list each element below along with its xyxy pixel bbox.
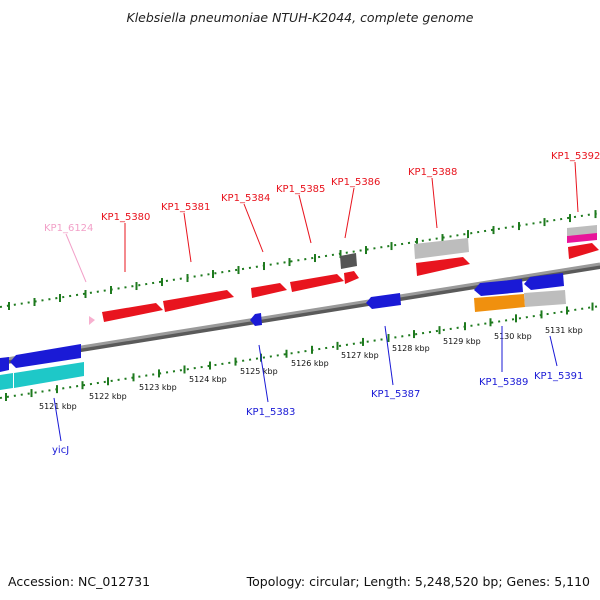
gene-arrow-kp1-5384[interactable] [251, 283, 287, 298]
tick-label: 5128 kbp [392, 344, 430, 353]
gene-label-kp1-5381[interactable]: KP1_5381 [161, 202, 210, 213]
gene-box-orange-5389[interactable] [474, 294, 525, 312]
gene-arrow-kp1-5391[interactable] [524, 273, 564, 290]
leader-kp1-6124 [65, 233, 87, 283]
tick-label: 5129 kbp [443, 337, 481, 346]
tick-labels: 5121 kbp 5122 kbp 5123 kbp 5124 kbp 5125… [39, 326, 583, 411]
gene-label-kp1-5385[interactable]: KP1_5385 [276, 184, 325, 195]
gene-box-grey-5386[interactable] [340, 253, 357, 269]
leader-kp1-5391 [549, 335, 558, 367]
leader-kp1-5388 [431, 177, 438, 229]
gene-arrow-kp1-5380[interactable] [102, 303, 163, 322]
tick-label: 5124 kbp [189, 375, 227, 384]
tick-label: 5130 kbp [494, 332, 532, 341]
accession-text: Accession: NC_012731 [8, 574, 151, 589]
tick-label: 5126 kbp [291, 359, 329, 368]
gene-box-cyan-1[interactable] [0, 373, 13, 390]
tick-label: 5131 kbp [545, 326, 583, 335]
leader-yicj [53, 397, 62, 442]
backbone [0, 262, 600, 362]
gene-box-grey-5388[interactable] [414, 238, 469, 259]
gene-arrow-kp1-5381[interactable] [163, 290, 234, 312]
leader-kp1-5384 [243, 203, 264, 253]
inner-tick-ring [0, 305, 600, 399]
gene-label-kp1-5384[interactable]: KP1_5384 [221, 193, 270, 204]
gene-label-kp1-5383[interactable]: KP1_5383 [246, 407, 295, 418]
gene-arrow-yicj[interactable] [10, 344, 81, 368]
outer-major-ticks [8, 210, 597, 310]
gene-box-magenta-5392[interactable] [567, 233, 597, 243]
tick-label: 5125 kbp [240, 367, 278, 376]
gene-label-kp1-5389[interactable]: KP1_5389 [479, 377, 528, 388]
gene-arrow-kp1-5392[interactable] [568, 243, 599, 259]
gene-arrow-kp1-5383[interactable] [250, 313, 262, 326]
gene-label-kp1-5387[interactable]: KP1_5387 [371, 389, 420, 400]
map-title: Klebsiella pneumoniae NTUH-K2044, comple… [126, 10, 474, 25]
gene-label-kp1-6124[interactable]: KP1_6124 [44, 223, 93, 234]
gene-box-grey-5391[interactable] [524, 290, 566, 307]
forward-genes [89, 225, 599, 325]
gene-arrow-kp1-6124[interactable] [89, 316, 95, 325]
leader-kp1-5392 [574, 161, 579, 213]
gene-arrow-kp1-5387[interactable] [366, 293, 401, 309]
gene-arrow-kp1-5385[interactable] [290, 274, 344, 292]
gene-label-kp1-5392[interactable]: KP1_5392 [551, 151, 600, 162]
tick-label: 5121 kbp [39, 402, 77, 411]
gene-box-cyan-2[interactable] [14, 362, 84, 388]
reverse-genes [0, 273, 566, 390]
gene-arrow-kp1-5388[interactable] [416, 257, 470, 276]
leader-kp1-5381 [183, 212, 192, 263]
gene-arrow-kp1-5389[interactable] [474, 279, 523, 296]
gene-arrow-kp1-5386[interactable] [344, 271, 359, 284]
leader-kp1-5387 [384, 325, 394, 386]
gene-label-kp1-5380[interactable]: KP1_5380 [101, 212, 150, 223]
leader-lines [53, 161, 579, 442]
gene-labels: KP1_6124 KP1_5380 KP1_5381 KP1_5384 KP1_… [44, 151, 600, 456]
leader-kp1-5385 [298, 194, 312, 244]
gene-box-grey-5392[interactable] [567, 225, 597, 236]
gene-arrow-left-edge[interactable] [0, 357, 9, 372]
tick-label: 5123 kbp [139, 383, 177, 392]
gene-label-kp1-5391[interactable]: KP1_5391 [534, 371, 583, 382]
genome-summary-text: Topology: circular; Length: 5,248,520 bp… [246, 574, 590, 589]
leader-kp1-5383 [258, 344, 269, 403]
tick-label: 5127 kbp [341, 351, 379, 360]
gene-label-kp1-5386[interactable]: KP1_5386 [331, 177, 380, 188]
gene-label-yicj[interactable]: yicJ [52, 445, 69, 456]
leader-kp1-5386 [344, 187, 355, 239]
gene-label-kp1-5388[interactable]: KP1_5388 [408, 167, 457, 178]
tick-label: 5122 kbp [89, 392, 127, 401]
